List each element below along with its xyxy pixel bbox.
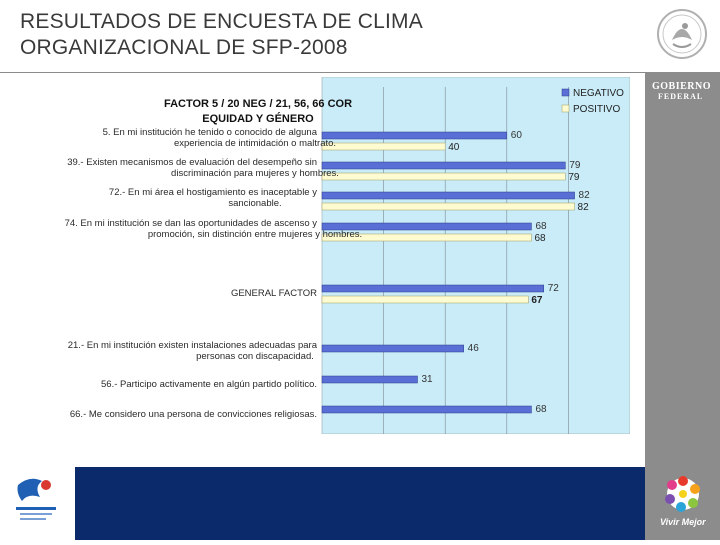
category-label: promoción, sin distinción entre mujeres …	[148, 229, 362, 240]
category-label: sancionable.	[228, 198, 281, 209]
category-label: personas con discapacidad.	[196, 351, 314, 362]
page-title-line-1: RESULTADOS DE ENCUESTA DE CLIMA	[20, 10, 423, 33]
category-label: discriminación para mujeres y hombres.	[171, 168, 339, 179]
vivir-mejor-logo	[645, 467, 720, 540]
data-label-negativo: 82	[579, 190, 591, 201]
data-label-positivo: 67	[531, 295, 543, 306]
data-label-negativo: 68	[535, 221, 547, 232]
category-label: 39.- Existen mecanismos de evaluación de…	[67, 157, 317, 168]
category-label: 5. En mi institución he tenido o conocid…	[103, 127, 318, 138]
data-label-negativo: 72	[548, 283, 560, 294]
category-label: 74. En mi institución se dan las oportun…	[65, 218, 318, 229]
bar-negativo	[321, 161, 566, 170]
bar-negativo	[321, 344, 464, 353]
data-label-positivo: 40	[448, 142, 460, 153]
category-label: 56.- Participo activamente en algún part…	[101, 379, 317, 390]
chart-title-line-2: EQUIDAD Y GÉNERO	[202, 112, 314, 125]
right-side-panel	[645, 0, 720, 540]
data-label-negativo: 68	[535, 404, 547, 415]
legend-swatch-negativo	[561, 88, 570, 97]
bar-chart: 60 40 5. En mi institución he tenido o con…	[65, 76, 631, 435]
page-title-line-2: ORGANIZACIONAL DE SFP-2008	[20, 36, 348, 59]
bar-negativo	[321, 222, 532, 231]
brand-line-2: FEDERAL	[658, 92, 704, 101]
data-label-negativo: 31	[421, 374, 433, 385]
category-label: experiencia de intimidación o maltrato.	[174, 138, 336, 149]
bar-negativo	[321, 284, 545, 293]
category-label: GENERAL FACTOR	[231, 288, 317, 299]
header: RESULTADOS DE ENCUESTA DE CLIMA ORGANIZA…	[0, 0, 645, 73]
chart-container: 60 40 5. En mi institución he tenido o con…	[15, 76, 631, 435]
data-label-negativo: 79	[569, 160, 581, 171]
chart-title-line-1: FACTOR 5 / 20 NEG / 21, 56, 66 COR	[164, 98, 352, 110]
bar-negativo	[321, 405, 532, 414]
legend-label-negativo: NEGATIVO	[573, 88, 624, 99]
bar-negativo	[321, 375, 418, 384]
bar-positivo	[321, 233, 532, 242]
gobierno-federal-logo: GOBIERNO FEDERAL	[652, 81, 716, 101]
data-label-negativo: 60	[511, 130, 523, 141]
bar-negativo	[321, 191, 575, 200]
category-label: 66.- Me considero una persona de convicc…	[70, 409, 317, 420]
data-label-positivo: 82	[578, 202, 590, 213]
footer-bar	[75, 467, 645, 540]
bar-positivo	[321, 202, 575, 211]
page-title: RESULTADOS DE ENCUESTA DE CLIMA ORGANIZA…	[20, 9, 423, 61]
brand-line-1: GOBIERNO	[652, 81, 712, 92]
instituto-logo-icon	[16, 478, 56, 520]
legend-label-positivo: POSITIVO	[573, 104, 620, 115]
bar-positivo	[321, 142, 446, 151]
bar-positivo	[321, 172, 566, 181]
bar-negativo	[321, 131, 508, 140]
data-label-positivo: 79	[568, 172, 580, 183]
vivir-mejor-icon	[665, 476, 700, 512]
bar-positivo	[321, 295, 529, 304]
category-label: 72.- En mi área el hostigamiento es inac…	[109, 187, 317, 198]
footer-logo-box	[0, 467, 75, 540]
data-label-negativo: 46	[468, 343, 480, 354]
vivir-mejor-label: Vivir Mejor	[660, 517, 706, 527]
category-label: 21.- En mi institución existen instalaci…	[68, 340, 318, 351]
data-label-positivo: 68	[534, 233, 546, 244]
legend-swatch-positivo	[561, 104, 570, 113]
seal-box	[645, 0, 720, 72]
mexico-seal-icon	[657, 9, 707, 59]
